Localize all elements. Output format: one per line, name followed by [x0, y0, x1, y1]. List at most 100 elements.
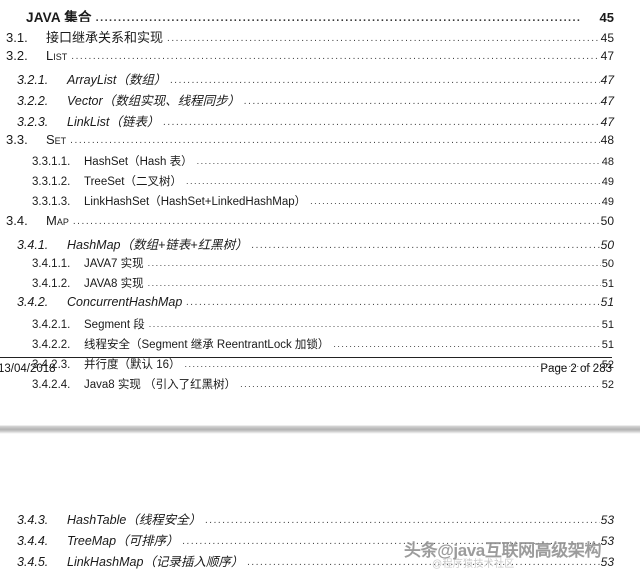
toc-heading-title: JAVA 集合 [26, 10, 92, 22]
toc-entry-page: 47 [600, 115, 614, 129]
toc-leader-dots: ........................................… [251, 240, 600, 251]
toc-entry[interactable]: 3.3.1.2. TreeSet（二叉树）....................… [0, 170, 640, 190]
toc-leader-dots: ........................................… [72, 216, 600, 227]
toc-entry-title: 线程安全（Segment 继承 ReentrantLock 加锁） [84, 339, 330, 351]
toc-entry-number: 3.4.5. [17, 555, 49, 569]
toc-leader-dots: ........................................… [167, 33, 600, 44]
toc-entry[interactable]: 3.4.5. LinkHashMap（记录插入顺序）...............… [0, 548, 640, 569]
toc-leader-dots: ........................................… [70, 135, 599, 146]
toc-entry[interactable]: 3.4.1. HashMap（数组+链表+红黑树）................… [0, 231, 640, 252]
toc-leader-dots: ........................................… [244, 96, 600, 107]
toc-entry-title: LinkHashSet（HashSet+LinkedHashMap） [84, 196, 307, 208]
toc-entry-page: 53 [600, 534, 614, 548]
toc-leader-dots: ........................................… [71, 51, 600, 62]
toc-entry[interactable]: 3.4.2.1. Segment 段.......................… [0, 313, 640, 333]
toc-entry-page: 49 [601, 196, 614, 208]
toc-entry[interactable]: 3.3.1.3. LinkHashSet（HashSet+LinkedHashMa… [0, 190, 640, 210]
toc-entry-page: 51 [601, 339, 614, 351]
toc-leader-dots: ........................................… [310, 196, 601, 206]
toc-entry[interactable]: 3.4.2. ConcurrentHashMap.................… [0, 292, 640, 313]
toc-entry-number: 3.2. [6, 48, 28, 63]
toc-entry[interactable]: 3.4.1.1. JAVA7 实现........................… [0, 252, 640, 272]
toc-entry[interactable]: 3.2.2. Vector（数组实现、线程同步）.................… [0, 87, 640, 108]
toc-entry-title: LinkList（链表） [67, 115, 160, 129]
toc-leader-dots: ........................................… [184, 359, 601, 369]
toc-leader-dots: ........................................… [95, 12, 582, 22]
toc-entry-number: 3.3.1.1. [32, 156, 71, 168]
toc-entry-number: 3.2.2. [17, 94, 49, 108]
toc-leader-dots: ........................................… [163, 117, 599, 128]
document-page-two: 3.4.3. HashTable（线程安全）...................… [0, 434, 640, 569]
toc-entry-page: 47 [600, 49, 614, 63]
toc-heading-page: 45 [599, 10, 614, 22]
toc-entry-page: 45 [600, 31, 614, 45]
toc-entry[interactable]: 3.2. List................................… [0, 45, 640, 66]
toc-entry-number: 3.3.1.2. [32, 176, 71, 188]
toc-leader-dots: ........................................… [240, 379, 601, 389]
toc-entry-page: 53 [600, 555, 614, 569]
toc-entry[interactable]: 3.1. 接口继承关系和实现...........................… [0, 24, 640, 45]
toc-leader-dots: ........................................… [147, 278, 601, 288]
toc-entry-title: List [46, 48, 68, 63]
toc-entry-title: Set [46, 132, 67, 147]
toc-leader-dots: ........................................… [205, 515, 600, 526]
toc-entry-title: 接口继承关系和实现 [46, 30, 164, 45]
toc-entry-page: 47 [600, 94, 614, 108]
toc-entry-number: 3.4.2.1. [32, 319, 71, 331]
toc-entry-title: TreeMap（可排序） [67, 534, 179, 548]
toc-entry[interactable]: 3.4.3. HashTable（线程安全）...................… [0, 506, 640, 527]
toc-entry-page: 48 [600, 133, 614, 147]
toc-entry-page: 47 [600, 73, 614, 87]
toc-entry-number: 3.3.1.3. [32, 196, 71, 208]
footer-divider [0, 357, 612, 358]
toc-leader-dots: ........................................… [185, 176, 601, 186]
toc-entry-number: 3.4.2.4. [32, 379, 71, 391]
toc-entry-number: 3.4.2.2. [32, 339, 71, 351]
toc-entry-number: 3.4.2.3. [32, 359, 71, 371]
toc-entry[interactable]: 3.4.2.3. 并行度（默认 16）......................… [0, 353, 640, 373]
toc-entry-number: 3.1. [6, 30, 28, 45]
toc-entry[interactable]: 3.2.3. LinkList（链表）......................… [0, 108, 640, 129]
document-page-one: JAVA 集合 ................................… [0, 0, 640, 393]
toc-entry-number: 3.4.2. [17, 295, 49, 309]
toc-leader-dots: ........................................… [170, 75, 600, 86]
toc-leader-dots: ........................................… [333, 339, 600, 349]
toc-entry[interactable]: 3.4.1.2. JAVA8 实现........................… [0, 272, 640, 292]
toc-heading-row[interactable]: JAVA 集合 ................................… [0, 0, 640, 22]
toc-entry-title: HashMap（数组+链表+红黑树） [67, 238, 248, 252]
toc-entry-number: 3.4.3. [17, 513, 49, 527]
toc-entry-title: 并行度（默认 16） [84, 359, 181, 371]
toc-entry[interactable]: 3.4.2.4. Java8 实现 （引入了红黑树）...............… [0, 373, 640, 393]
footer-date: 13/04/2018 [0, 363, 56, 375]
toc-entry-page: 50 [601, 258, 614, 270]
toc-entries-page-one: 3.1. 接口继承关系和实现...........................… [0, 24, 640, 393]
toc-entry-number: 3.4.1.2. [32, 278, 71, 290]
page-footer: 13/04/2018 Page 2 of 283 [0, 352, 640, 392]
toc-leader-dots: ........................................… [147, 258, 601, 268]
toc-entry-number: 3.4.1.1. [32, 258, 71, 270]
toc-entry-page: 48 [601, 156, 614, 168]
toc-entry[interactable]: 3.4. Map.................................… [0, 210, 640, 231]
toc-entry-number: 3.3. [6, 132, 28, 147]
toc-entry[interactable]: 3.3. Set.................................… [0, 129, 640, 150]
toc-entry-page: 51 [601, 319, 614, 331]
toc-leader-dots: ........................................… [247, 557, 599, 568]
toc-entry[interactable]: 3.4.2.2. 线程安全（Segment 继承 ReentrantLock 加锁… [0, 333, 640, 353]
toc-entry[interactable]: 3.4.4. TreeMap（可排序）......................… [0, 527, 640, 548]
toc-entry-title: ConcurrentHashMap [67, 295, 183, 309]
toc-entry-title: Segment 段 [84, 319, 145, 331]
toc-entry-title: JAVA8 实现 [84, 278, 144, 290]
toc-entry-page: 52 [601, 379, 614, 391]
toc-entry-page: 50 [600, 238, 614, 252]
toc-entry-page: 51 [600, 295, 614, 309]
toc-entry[interactable]: 3.2.1. ArrayList（数组）.....................… [0, 66, 640, 87]
toc-entry-number: 3.4.1. [17, 238, 49, 252]
toc-entry[interactable]: 3.3.1.1. HashSet（Hash 表）.................… [0, 150, 640, 170]
toc-entry-title: HashTable（线程安全） [67, 513, 202, 527]
toc-entry-number: 3.2.1. [17, 73, 49, 87]
toc-entry-page: 52 [601, 359, 614, 371]
footer-page-indicator: Page 2 of 283 [540, 363, 612, 375]
toc-entry-number: 3.4.4. [17, 534, 49, 548]
toc-entry-number: 3.4. [6, 213, 28, 228]
toc-leader-dots: ........................................… [182, 536, 600, 547]
